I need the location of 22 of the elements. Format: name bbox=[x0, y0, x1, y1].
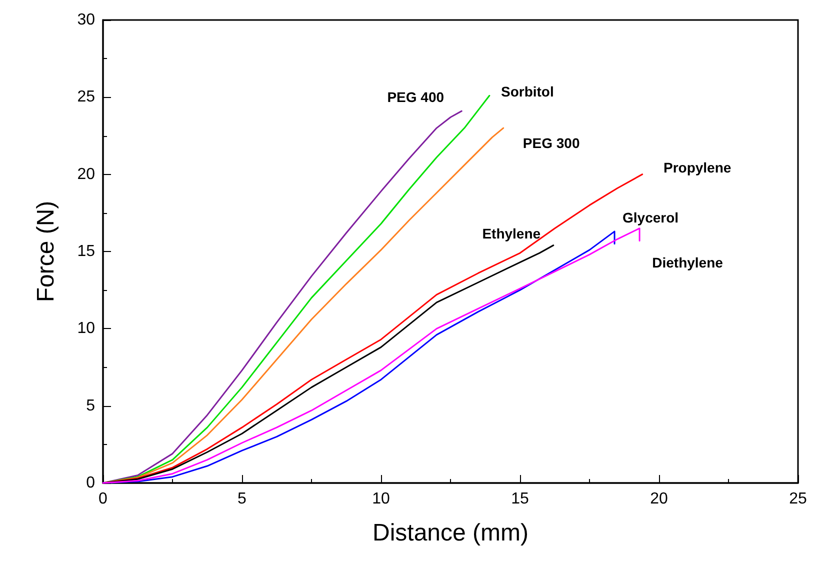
x-tick-label: 10 bbox=[372, 490, 390, 508]
series-label: Ethylene bbox=[482, 225, 541, 242]
y-tick-label: 30 bbox=[77, 12, 96, 28]
x-tick-label: 20 bbox=[650, 490, 668, 508]
x-tick-label: 25 bbox=[789, 490, 807, 508]
x-tick-label: 15 bbox=[511, 490, 529, 508]
y-tick-label: 0 bbox=[86, 474, 96, 492]
y-tick-label: 5 bbox=[86, 397, 96, 414]
x-axis-title: Distance (mm) bbox=[372, 520, 529, 546]
y-tick-label: 15 bbox=[77, 243, 96, 260]
series-label: Glycerol bbox=[622, 209, 679, 226]
series-label: Diethylene bbox=[652, 254, 724, 270]
y-tick-label: 10 bbox=[77, 320, 96, 338]
series-label: PEG 400 bbox=[387, 89, 444, 106]
y-tick-label: 25 bbox=[77, 88, 96, 106]
y-tick-label: 20 bbox=[77, 166, 96, 183]
series-label: Sorbitol bbox=[500, 84, 554, 100]
series-label: PEG 300 bbox=[522, 135, 580, 152]
y-axis-title: Force (N) bbox=[32, 200, 60, 302]
x-tick-label: 5 bbox=[238, 490, 247, 508]
series-label: Propylene bbox=[663, 159, 732, 176]
x-tick-label: 0 bbox=[98, 490, 108, 508]
